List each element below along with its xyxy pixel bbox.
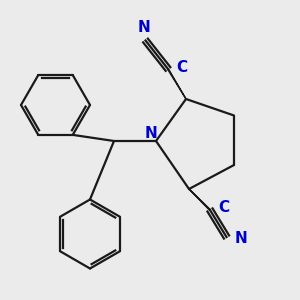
Text: N: N bbox=[144, 126, 157, 141]
Polygon shape bbox=[189, 189, 210, 210]
Text: C: C bbox=[176, 60, 188, 75]
Text: N: N bbox=[235, 231, 248, 246]
Text: C: C bbox=[218, 200, 230, 215]
Text: N: N bbox=[138, 20, 150, 35]
Polygon shape bbox=[168, 69, 186, 99]
